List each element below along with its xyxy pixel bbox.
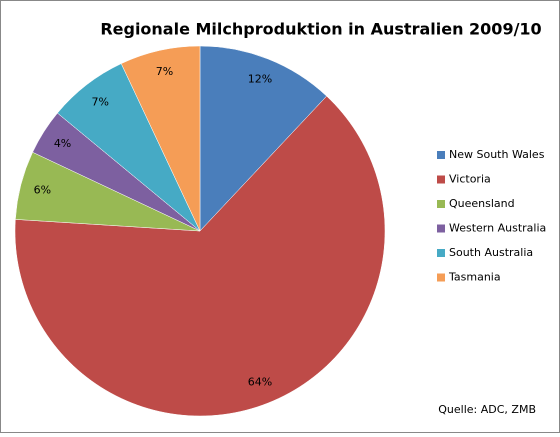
data-label: 7% [91,95,108,108]
legend-swatch [437,249,445,257]
chart-title: Regionale Milchproduktion in Australien … [100,20,541,39]
legend-label: Tasmania [448,271,501,284]
legend-label: Queensland [449,197,515,210]
pie-slice [120,45,201,232]
data-label: 12% [248,73,272,86]
legend-label: New South Wales [449,148,545,161]
legend-swatch [437,175,445,184]
data-label: 64% [248,375,272,388]
source-note: Quelle: ADC, ZMB [438,403,536,416]
data-label: 6% [34,184,51,197]
data-label: 4% [54,137,71,150]
pie-slice [14,95,386,417]
legend-swatch [437,200,445,208]
legend-label: South Australia [449,246,533,259]
pie-slice [199,45,327,232]
legend-swatch [437,151,445,159]
data-label: 7% [156,65,173,78]
legend-label: Western Australia [449,222,546,235]
legend-swatch [437,224,445,233]
legend-label: Victoria [449,173,491,186]
legend-swatch [437,273,445,282]
